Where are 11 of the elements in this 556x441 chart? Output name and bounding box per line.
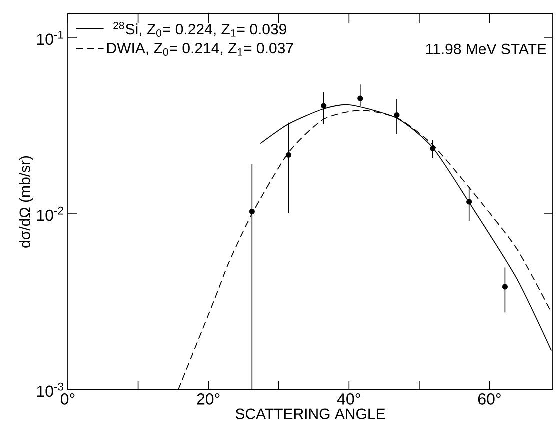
x-tick-label: 40° xyxy=(337,394,360,405)
x-tick-label: 20° xyxy=(197,394,220,405)
x-tick-label: 60° xyxy=(478,394,501,405)
y-axis-title: dσ/dΩ (mb/sr) xyxy=(19,156,34,248)
y-tick-label: 10$^{-2}$ xyxy=(37,206,64,222)
legend-label: DWIA, Z$_{0}$= 0.214, Z$_{1}$= 0.037 xyxy=(107,43,294,56)
x-axis-title: SCATTERING ANGLE xyxy=(236,408,386,420)
y-tick-label: 10$^{-1}$ xyxy=(37,30,64,46)
annotation: 11.98 MeV STATE xyxy=(426,44,546,54)
legend-label: $^{28}$Si, Z$_{0}$= 0.224, Z$_{1}$= 0.039 xyxy=(114,22,286,37)
x-tick-label: 0° xyxy=(60,394,75,405)
